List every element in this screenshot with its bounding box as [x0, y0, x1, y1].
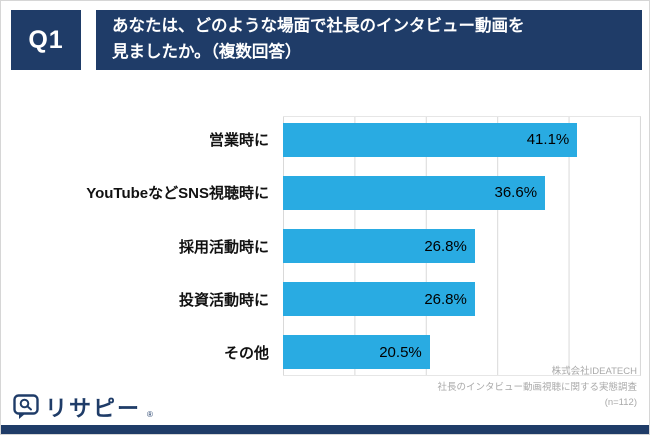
source-note: 株式会社IDEATECH 社長のインタビュー動画視聴に関する実態調査 (n=11… — [437, 364, 637, 410]
chart-row: 投資活動時に 26.8% — [11, 273, 641, 326]
bar: 36.6% — [283, 175, 546, 210]
value-label: 26.8% — [424, 290, 467, 308]
chart-row: 営業時に 41.1% — [11, 113, 641, 166]
chart-row: 採用活動時に 26.8% — [11, 219, 641, 272]
bar-track: 41.1% — [283, 113, 641, 166]
value-label: 26.8% — [424, 237, 467, 255]
category-label: 投資活動時に — [178, 291, 269, 309]
registered-trademark-mark: ® — [147, 410, 153, 419]
bar: 26.8% — [283, 229, 475, 263]
bottom-accent-bar — [1, 425, 649, 434]
source-company: 株式会社IDEATECH — [551, 366, 637, 378]
category-label: YouTubeなどSNS視聴時に — [86, 185, 269, 203]
source-survey-name: 社長のインタビュー動画視聴に関する実態調査 — [437, 381, 637, 393]
bar: 20.5% — [283, 335, 430, 370]
category-label: その他 — [223, 344, 269, 362]
risapee-logo: リサピー ® — [13, 394, 153, 420]
value-label: 41.1% — [526, 131, 570, 149]
question-title-line2: 見ましたか。（複数回答） — [112, 43, 302, 61]
speech-bubble-magnifier-icon — [13, 394, 39, 419]
question-title-bar: あなたは、どのような場面で社長のインタビュー動画を 見ましたか。（複数回答） — [96, 10, 642, 70]
bar-track: 26.8% — [283, 273, 641, 326]
bar-track: 20.5% — [283, 326, 641, 379]
value-label: 36.6% — [494, 184, 538, 202]
logo-text: リサピー — [45, 396, 142, 421]
bar-track: 36.6% — [283, 166, 641, 219]
question-title-line1: あなたは、どのような場面で社長のインタビュー動画を — [112, 17, 525, 36]
value-label: 20.5% — [379, 343, 422, 361]
category-label: 採用活動時に — [178, 238, 269, 256]
bar-track: 26.8% — [283, 219, 641, 272]
bar: 26.8% — [283, 282, 475, 317]
category-label: 営業時に — [208, 132, 269, 150]
bar: 41.1% — [283, 122, 578, 157]
chart-row: YouTubeなどSNS視聴時に 36.6% — [11, 166, 641, 219]
source-sample-size: (n=112) — [604, 396, 637, 408]
chart-rows: 営業時に 41.1% YouTubeなどSNS視聴時に 36.6% 採用活動時に 26.8… — [11, 113, 641, 379]
chart-row: その他 20.5% — [11, 326, 641, 379]
horizontal-bar-chart: 営業時に 41.1% YouTubeなどSNS視聴時に 36.6% 採用活動時に 26.8… — [11, 113, 641, 379]
question-number-badge: Q1 — [11, 10, 81, 70]
